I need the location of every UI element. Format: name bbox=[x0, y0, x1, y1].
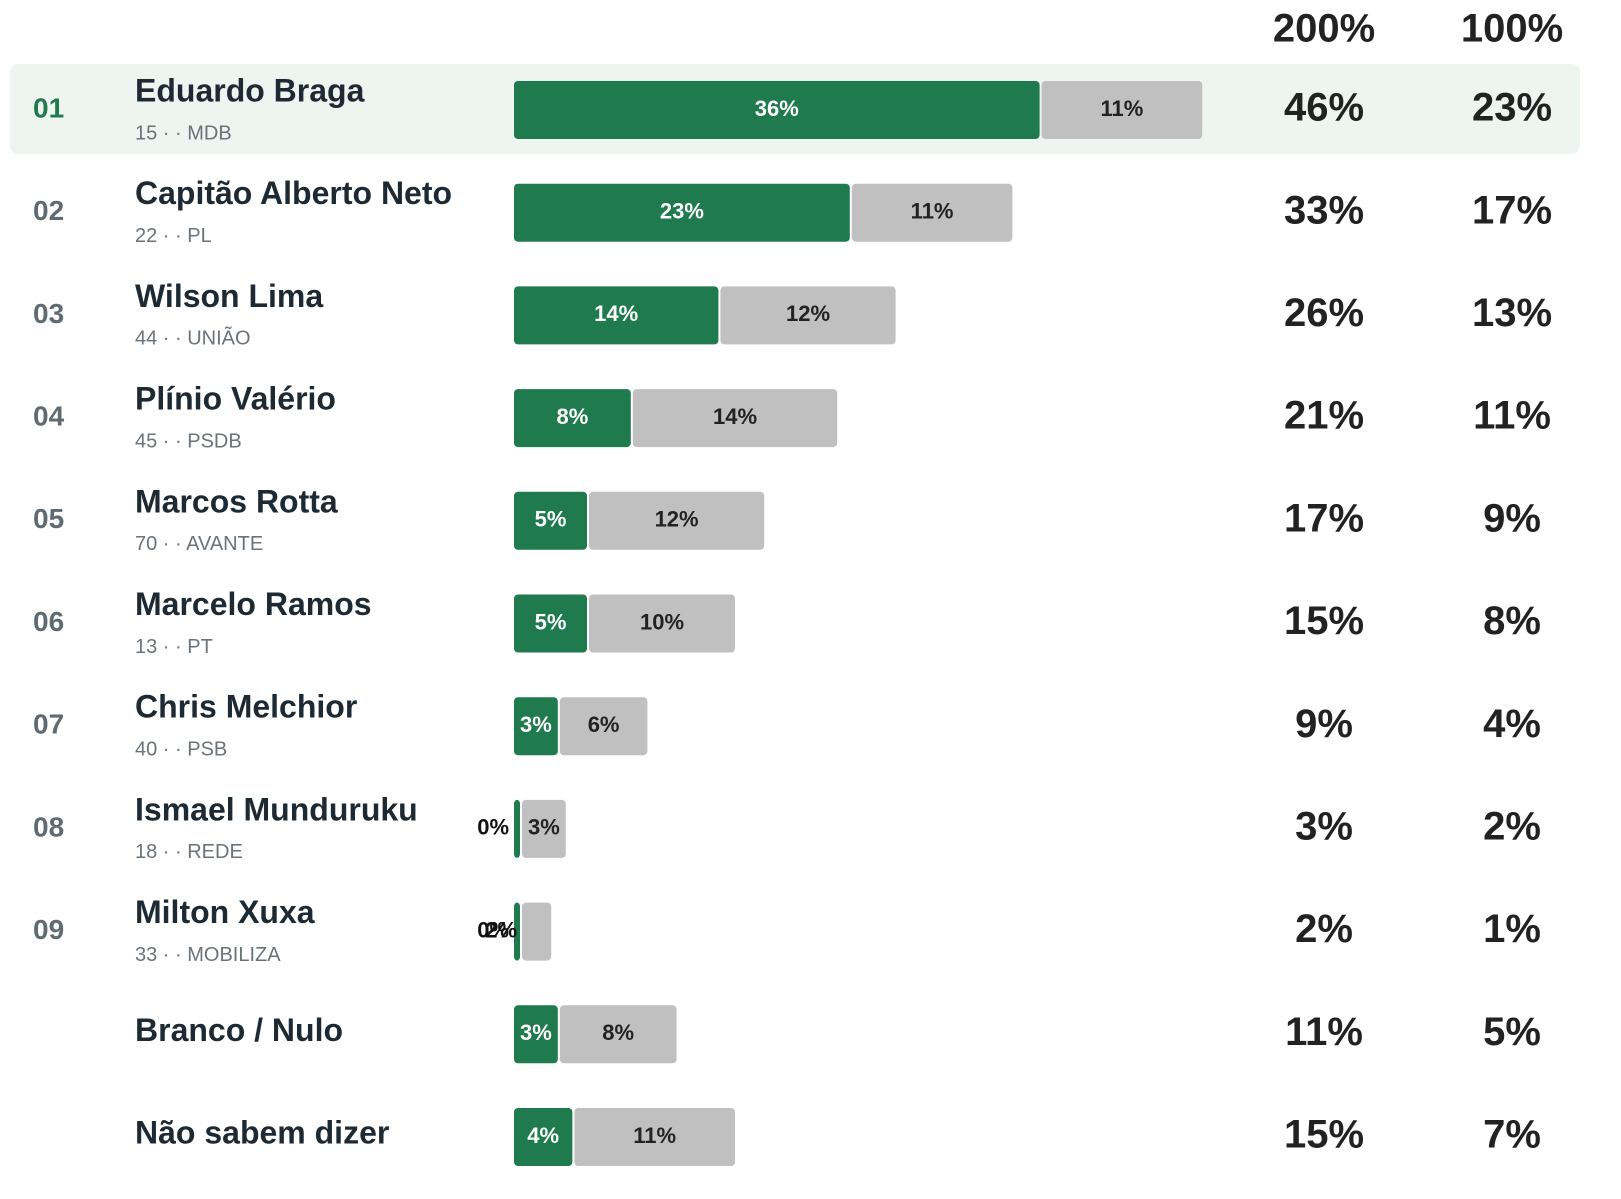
bar-label: 5% bbox=[535, 507, 567, 532]
candidate-party: 13 · · PT bbox=[135, 636, 213, 658]
total: 8% bbox=[1483, 599, 1541, 643]
candidate-name: Não sabem dizer bbox=[135, 1114, 389, 1150]
bar-primary bbox=[514, 902, 520, 961]
candidate-name: Eduardo Braga bbox=[135, 72, 365, 108]
candidate-party: 33 · · MOBILIZA bbox=[135, 944, 281, 966]
bar-secondary bbox=[589, 594, 735, 653]
total: 5% bbox=[1483, 1010, 1541, 1054]
bar-label: 2% bbox=[485, 917, 517, 942]
bar-label: 3% bbox=[520, 712, 552, 737]
bar-label: 0% bbox=[477, 815, 509, 840]
bar-secondary bbox=[851, 183, 1013, 242]
total: 17% bbox=[1472, 188, 1552, 232]
bar-primary bbox=[514, 1005, 558, 1064]
candidate-name: Marcos Rotta bbox=[135, 483, 338, 519]
bar-secondary bbox=[522, 799, 566, 858]
candidate-party: 70 · · AVANTE bbox=[135, 533, 263, 555]
rank: 07 bbox=[33, 709, 64, 740]
bar-secondary bbox=[522, 902, 552, 961]
total: 2% bbox=[1483, 804, 1541, 848]
candidate-party: 44 · · UNIÃO bbox=[135, 326, 251, 350]
total: 3% bbox=[1295, 804, 1353, 848]
bar-label: 14% bbox=[713, 404, 757, 429]
bar-label: 11% bbox=[633, 1123, 676, 1148]
total: 4% bbox=[1483, 702, 1541, 746]
bar-secondary bbox=[559, 1005, 677, 1064]
total: 11% bbox=[1473, 394, 1551, 438]
total: 7% bbox=[1483, 1113, 1541, 1157]
total: 15% bbox=[1284, 1113, 1364, 1157]
bar-primary bbox=[514, 183, 850, 242]
bar-primary bbox=[514, 1108, 573, 1166]
rank: 06 bbox=[33, 606, 64, 637]
column-header: 100% bbox=[1461, 7, 1563, 51]
bar-primary bbox=[514, 389, 631, 448]
bar-secondary bbox=[559, 697, 648, 756]
total: 13% bbox=[1472, 291, 1552, 335]
candidate-name: Ismael Munduruku bbox=[135, 791, 418, 827]
column-header: 200% bbox=[1273, 7, 1375, 51]
rank: 09 bbox=[33, 914, 64, 945]
candidate-name: Milton Xuxa bbox=[135, 894, 315, 930]
bar-secondary bbox=[574, 1108, 735, 1166]
rank: 04 bbox=[33, 400, 65, 431]
total: 26% bbox=[1284, 291, 1364, 335]
candidate-party: 45 · · PSDB bbox=[135, 430, 242, 452]
total: 21% bbox=[1284, 394, 1364, 438]
total: 33% bbox=[1284, 188, 1364, 232]
candidate-name: Chris Melchior bbox=[135, 689, 357, 725]
bar-label: 6% bbox=[588, 712, 620, 737]
candidate-party: 40 · · PSB bbox=[135, 738, 227, 760]
bar-label: 4% bbox=[527, 1123, 559, 1148]
total: 11% bbox=[1285, 1010, 1363, 1054]
candidate-name: Capitão Alberto Neto bbox=[135, 175, 452, 211]
total: 17% bbox=[1284, 496, 1364, 540]
bar-primary bbox=[514, 286, 719, 345]
bar-primary bbox=[514, 491, 587, 550]
rank: 05 bbox=[33, 503, 64, 534]
total: 2% bbox=[1295, 907, 1353, 951]
total: 46% bbox=[1284, 86, 1364, 130]
bar-secondary bbox=[1041, 81, 1203, 139]
bar-label: 14% bbox=[594, 301, 638, 326]
total: 1% bbox=[1483, 907, 1541, 951]
bar-label: 36% bbox=[755, 96, 799, 121]
bar-label: 12% bbox=[786, 301, 830, 326]
total: 15% bbox=[1284, 599, 1364, 643]
total: 23% bbox=[1472, 86, 1552, 130]
total: 9% bbox=[1295, 702, 1353, 746]
rank: 01 bbox=[33, 92, 64, 123]
bar-secondary bbox=[720, 286, 896, 345]
bar-label: 11% bbox=[1100, 96, 1143, 121]
bar-primary bbox=[514, 81, 1040, 139]
candidate-name: Wilson Lima bbox=[135, 278, 323, 314]
bar-label: 3% bbox=[528, 815, 560, 840]
bar-label: 12% bbox=[655, 507, 699, 532]
bar-label: 11% bbox=[911, 199, 954, 224]
bar-primary bbox=[514, 594, 587, 653]
bar-secondary bbox=[632, 389, 838, 448]
rank: 02 bbox=[33, 195, 64, 226]
candidate-party: 22 · · PL bbox=[135, 225, 212, 247]
bar-label: 0% bbox=[477, 917, 509, 942]
bar-label: 8% bbox=[557, 404, 589, 429]
candidate-name: Plínio Valério bbox=[135, 381, 336, 417]
total: 9% bbox=[1483, 496, 1541, 540]
bar-label: 23% bbox=[660, 199, 704, 224]
candidate-party: 15 · · MDB bbox=[135, 122, 232, 144]
bar-primary bbox=[514, 697, 558, 756]
bar-secondary bbox=[589, 491, 765, 550]
rank: 08 bbox=[33, 811, 64, 842]
bar-label: 5% bbox=[535, 609, 567, 634]
bar-label: 8% bbox=[602, 1020, 634, 1045]
bar-label: 10% bbox=[640, 609, 684, 634]
bar-primary bbox=[514, 799, 520, 858]
candidate-party: 18 · · REDE bbox=[135, 841, 243, 863]
candidate-name: Marcelo Ramos bbox=[135, 586, 372, 622]
candidate-name: Branco / Nulo bbox=[135, 1012, 343, 1048]
bar-label: 3% bbox=[520, 1020, 552, 1045]
rank: 03 bbox=[33, 298, 64, 329]
